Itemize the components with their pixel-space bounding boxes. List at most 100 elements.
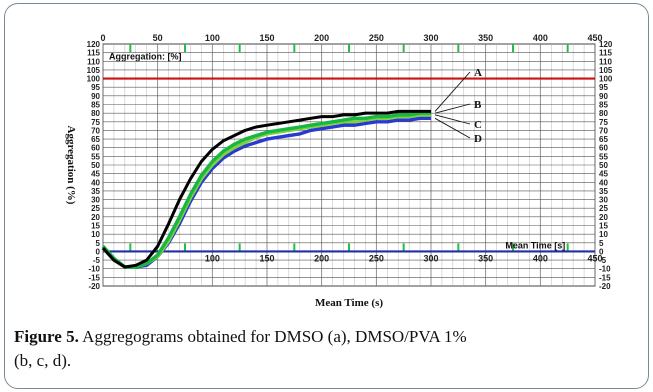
callout-label-B: B — [474, 99, 482, 111]
y-tick-label-right: 110 — [599, 57, 612, 66]
y-tick-label-left: 10 — [91, 230, 100, 239]
y-tick-label-left: 30 — [91, 196, 100, 205]
data-point-C — [353, 120, 356, 124]
y-tick-label-left: 25 — [91, 204, 100, 213]
data-point-A — [200, 160, 203, 163]
callout-line-C — [434, 114, 471, 125]
callout-label-D: D — [474, 133, 482, 145]
data-point-A — [112, 258, 116, 262]
x-tick-label-inner: 250 — [369, 253, 384, 263]
data-point-B — [200, 173, 203, 177]
data-point-A — [178, 198, 181, 201]
x-tick-label-top: 250 — [369, 33, 384, 43]
y-tick-label-right: 65 — [599, 135, 608, 144]
y-tick-label-left: 95 — [91, 83, 100, 92]
y-tick-label-right: -10 — [599, 265, 611, 274]
data-point-D — [418, 116, 422, 120]
reference-lines — [103, 77, 595, 253]
x-tick-label-inner: 350 — [478, 253, 493, 263]
callout-line-B — [434, 103, 471, 114]
inner-time-label: Mean Time [s] — [505, 240, 565, 250]
x-tick-label-inner: 100 — [205, 253, 220, 263]
caption-label: Figure 5. — [14, 327, 79, 346]
data-point-B — [396, 113, 400, 117]
x-tick-label-top: 400 — [533, 33, 548, 43]
y-tick-label-right: 10 — [599, 230, 608, 239]
data-point-C — [243, 141, 247, 144]
y-tick-label-right: 5 — [599, 239, 604, 248]
y-tick-label-right: 40 — [599, 178, 608, 187]
figure-frame — [4, 3, 649, 389]
data-point-B — [353, 116, 356, 120]
y-tick-label-left: 100 — [87, 75, 101, 84]
y-tick-label-right: 50 — [599, 161, 608, 170]
x-tick-label-top: 350 — [478, 33, 493, 43]
y-tick-label-left: 20 — [91, 213, 100, 222]
grid — [102, 43, 596, 287]
y-tick-label-right: 120 — [599, 40, 613, 49]
y-tick-label-right: 55 — [599, 152, 608, 161]
callout-label-C: C — [474, 119, 482, 131]
data-point-B — [309, 123, 313, 127]
data-point-B — [374, 115, 378, 118]
y-tick-label-right: 0 — [599, 247, 604, 256]
data-point-A — [265, 123, 269, 127]
y-axis-label: Aggregation (%) — [65, 126, 77, 205]
y-tick-label-left: 0 — [96, 247, 101, 256]
x-tick-label-top: 0 — [100, 33, 105, 43]
x-tick-label-top: 300 — [423, 33, 438, 43]
data-point-D — [265, 137, 269, 141]
y-tick-label-left: -20 — [88, 282, 100, 291]
y-tick-label-right: 80 — [599, 109, 608, 118]
y-tick-label-right: -5 — [599, 256, 607, 265]
data-point-B — [287, 127, 291, 131]
y-tick-label-right: 95 — [599, 83, 608, 92]
y-tick-label-right: 105 — [599, 66, 613, 75]
y-tick-label-right: -15 — [599, 273, 611, 282]
y-tick-label-left: -10 — [88, 265, 100, 274]
figure-caption: Figure 5. Aggregograms obtained for DMSO… — [14, 325, 650, 373]
y-tick-label-left: 55 — [91, 152, 100, 161]
callout-line-D — [434, 117, 471, 139]
data-point-A — [418, 110, 422, 113]
y-tick-label-right: -20 — [599, 282, 611, 291]
y-tick-label-left: -15 — [88, 273, 100, 282]
data-point-A — [396, 110, 400, 113]
data-point-A — [221, 139, 225, 143]
y-tick-label-right: 70 — [599, 126, 608, 135]
y-tick-label-left: 15 — [91, 222, 100, 231]
x-tick-label-top: 100 — [205, 33, 220, 43]
x-tick-label-inner: 150 — [259, 253, 274, 263]
y-tick-label-left: 90 — [91, 92, 100, 101]
data-point-A — [243, 129, 247, 132]
data-point-D — [309, 129, 313, 132]
x-tick-label-inner: 200 — [314, 253, 329, 263]
data-point-A — [374, 111, 378, 115]
data-point-D — [374, 120, 378, 124]
y-tick-label-left: 115 — [87, 49, 100, 58]
data-point-D — [396, 118, 400, 122]
caption-line-2: (b, c, d). — [14, 351, 72, 370]
y-tick-label-left: 120 — [87, 40, 101, 49]
x-tick-label-top: 150 — [259, 33, 274, 43]
data-point-A — [134, 263, 138, 267]
x-axis-label: Mean Time (s) — [315, 297, 383, 309]
y-tick-label-left: 45 — [91, 170, 100, 179]
y-tick-label-right: 45 — [599, 170, 608, 179]
y-tick-label-right: 15 — [599, 222, 608, 231]
y-tick-label-left: 60 — [91, 144, 100, 153]
data-point-A — [353, 113, 356, 117]
y-tick-label-left: 50 — [91, 161, 100, 170]
y-tick-label-left: 65 — [91, 135, 100, 144]
y-tick-label-right: 20 — [599, 213, 608, 222]
caption-line-1: Figure 5. Aggregograms obtained for DMSO… — [14, 325, 650, 349]
y-tick-label-left: 35 — [91, 187, 100, 196]
callout-label-A: A — [474, 67, 482, 79]
axis-labels: Aggregation: [%] Mean Time [s] Mean Time (… — [65, 51, 565, 309]
data-point-D — [353, 123, 356, 127]
y-tick-label-right: 25 — [599, 204, 608, 213]
data-point-D — [287, 134, 291, 138]
inner-axis-title: Aggregation: [%] — [109, 51, 182, 61]
